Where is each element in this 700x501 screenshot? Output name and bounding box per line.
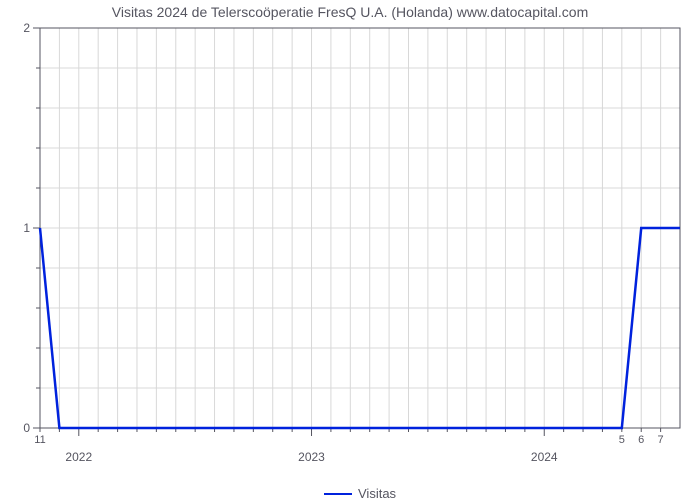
x-minor-tick-label: 6 xyxy=(638,434,644,446)
x-major-tick-label: 2022 xyxy=(65,450,92,464)
y-tick-label: 2 xyxy=(0,21,30,35)
chart-svg xyxy=(0,0,700,500)
legend: Visitas xyxy=(324,486,396,501)
series-line xyxy=(40,228,680,428)
x-minor-tick-label: 11 xyxy=(34,434,45,446)
y-tick-label: 1 xyxy=(0,221,30,235)
y-tick-label: 0 xyxy=(0,421,30,435)
chart-container: { "chart": { "type": "line", "title": "V… xyxy=(0,0,700,500)
legend-line xyxy=(324,493,352,495)
x-major-tick-label: 2023 xyxy=(298,450,325,464)
x-minor-tick-label: 7 xyxy=(658,434,664,446)
x-major-tick-label: 2024 xyxy=(531,450,558,464)
x-minor-tick-label: 5 xyxy=(619,434,625,446)
legend-label: Visitas xyxy=(358,486,396,501)
